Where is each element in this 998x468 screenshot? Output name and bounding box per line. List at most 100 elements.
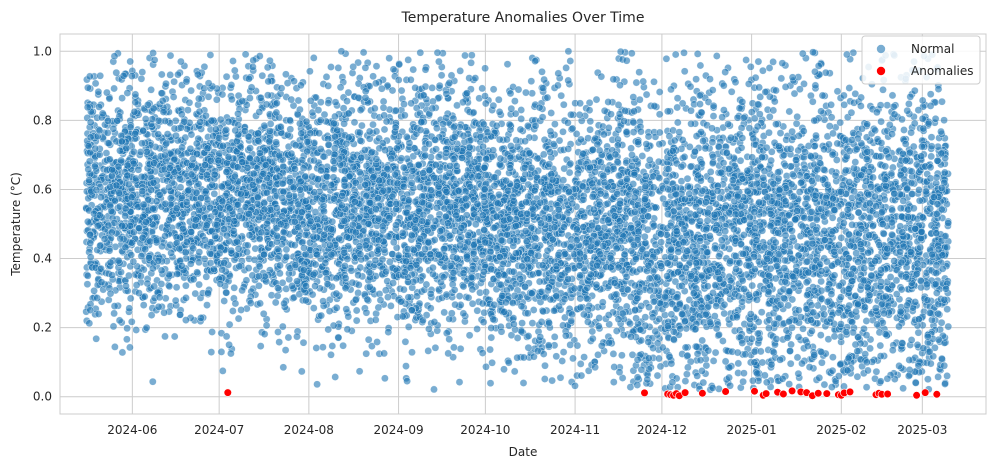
normal-point <box>398 312 407 321</box>
normal-point <box>95 103 103 111</box>
normal-point <box>83 271 92 280</box>
normal-point <box>361 87 370 96</box>
normal-point <box>447 71 456 80</box>
normal-point <box>467 58 475 67</box>
normal-point <box>595 314 604 322</box>
normal-point <box>428 84 437 92</box>
normal-point <box>442 113 451 122</box>
normal-point <box>271 298 280 307</box>
normal-point <box>434 182 443 191</box>
normal-point <box>110 302 119 310</box>
normal-point <box>566 243 575 251</box>
normal-point <box>246 299 255 307</box>
normal-point <box>222 126 231 134</box>
normal-point <box>114 256 123 265</box>
normal-point <box>254 136 262 145</box>
normal-point <box>106 289 115 298</box>
normal-point <box>116 234 125 243</box>
normal-point <box>216 115 225 124</box>
normal-point <box>418 217 426 225</box>
normal-point <box>231 126 240 135</box>
normal-point <box>103 128 112 137</box>
normal-point <box>378 222 387 231</box>
normal-point <box>340 119 348 128</box>
normal-point <box>348 278 357 287</box>
normal-point <box>338 191 346 200</box>
normal-point <box>299 338 308 347</box>
normal-point <box>393 179 402 188</box>
normal-point <box>211 208 220 216</box>
normal-point <box>282 70 290 79</box>
normal-point <box>212 220 221 229</box>
normal-point <box>185 98 194 107</box>
normal-point <box>166 194 175 202</box>
normal-point <box>238 97 247 105</box>
normal-point <box>449 123 458 132</box>
normal-point <box>148 115 157 124</box>
normal-point <box>187 170 196 179</box>
normal-point <box>186 144 195 153</box>
normal-point <box>376 296 385 305</box>
normal-point <box>444 349 453 358</box>
normal-point <box>255 235 264 243</box>
normal-point <box>263 219 271 228</box>
normal-point <box>162 139 171 148</box>
normal-point <box>323 280 332 288</box>
normal-point <box>316 166 325 175</box>
normal-point <box>215 249 224 258</box>
normal-point <box>560 240 569 249</box>
normal-point <box>227 246 236 255</box>
normal-point <box>243 163 252 172</box>
normal-point <box>115 316 124 325</box>
normal-point <box>126 222 135 230</box>
normal-point <box>260 121 269 130</box>
normal-point <box>327 63 335 71</box>
normal-point <box>228 95 236 104</box>
normal-point <box>489 101 498 110</box>
normal-point <box>362 192 371 200</box>
normal-point <box>117 137 126 146</box>
normal-point <box>278 212 287 221</box>
normal-point <box>404 56 413 64</box>
normal-point <box>430 318 439 326</box>
normal-point <box>379 103 388 112</box>
normal-point <box>235 212 244 221</box>
normal-point <box>343 232 351 241</box>
normal-point <box>446 162 454 170</box>
normal-point <box>155 293 164 302</box>
normal-point <box>331 112 339 121</box>
normal-point <box>356 136 365 145</box>
normal-point <box>230 66 239 75</box>
normal-point <box>289 183 298 192</box>
normal-point <box>389 279 397 287</box>
normal-point <box>256 342 265 350</box>
normal-point <box>388 192 397 201</box>
normal-point <box>407 306 416 315</box>
normal-point <box>204 79 213 88</box>
normal-point <box>204 92 213 101</box>
normal-point <box>108 228 116 237</box>
normal-point <box>384 293 392 301</box>
normal-point <box>319 297 327 306</box>
normal-point <box>276 220 285 229</box>
normal-point <box>86 118 95 127</box>
normal-point <box>306 96 315 105</box>
normal-point <box>179 224 187 233</box>
normal-point <box>348 220 357 229</box>
normal-point <box>207 348 216 356</box>
normal-point <box>177 123 185 132</box>
normal-point <box>344 133 353 142</box>
normal-point <box>356 250 365 259</box>
normal-point <box>429 263 437 272</box>
normal-point <box>165 270 173 279</box>
normal-point <box>481 99 490 108</box>
normal-point <box>331 132 339 141</box>
normal-point <box>110 52 119 61</box>
normal-point <box>121 243 130 252</box>
normal-point <box>320 230 329 239</box>
normal-point <box>86 253 95 262</box>
normal-point <box>425 140 433 148</box>
normal-point <box>186 259 195 268</box>
normal-point <box>96 71 105 80</box>
normal-point <box>220 297 229 305</box>
